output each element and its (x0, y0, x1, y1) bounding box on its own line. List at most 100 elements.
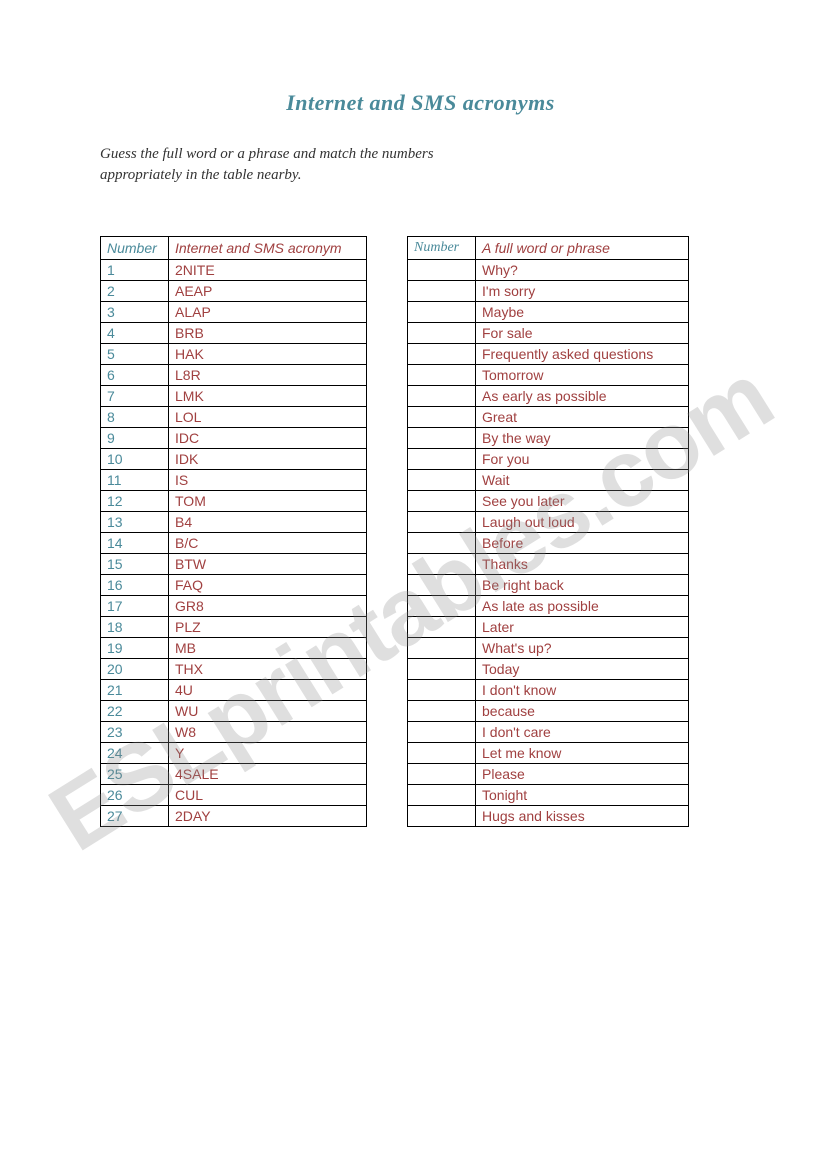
number-cell[interactable] (408, 764, 476, 785)
number-cell: 16 (101, 575, 169, 596)
table-row: I'm sorry (408, 281, 689, 302)
table-row: 8LOL (101, 407, 367, 428)
phrase-cell: Tonight (476, 785, 689, 806)
number-cell: 26 (101, 785, 169, 806)
number-cell[interactable] (408, 659, 476, 680)
table-row: 6L8R (101, 365, 367, 386)
phrase-cell: For you (476, 449, 689, 470)
table-row: What's up? (408, 638, 689, 659)
table-row: Be right back (408, 575, 689, 596)
phrase-cell: Laugh out loud (476, 512, 689, 533)
number-cell[interactable] (408, 680, 476, 701)
phrase-cell: I'm sorry (476, 281, 689, 302)
number-cell[interactable] (408, 638, 476, 659)
number-cell[interactable] (408, 386, 476, 407)
number-cell[interactable] (408, 743, 476, 764)
number-cell: 9 (101, 428, 169, 449)
phrase-cell: As late as possible (476, 596, 689, 617)
acronym-cell: LMK (169, 386, 367, 407)
number-cell: 5 (101, 344, 169, 365)
acronym-cell: TOM (169, 491, 367, 512)
number-cell[interactable] (408, 701, 476, 722)
table-row: 12NITE (101, 260, 367, 281)
acronym-cell: B4 (169, 512, 367, 533)
number-cell[interactable] (408, 302, 476, 323)
number-cell[interactable] (408, 596, 476, 617)
table-row: 26CUL (101, 785, 367, 806)
number-cell[interactable] (408, 722, 476, 743)
table-row: Please (408, 764, 689, 785)
number-cell[interactable] (408, 281, 476, 302)
table-row: Why? (408, 260, 689, 281)
phrase-cell: Please (476, 764, 689, 785)
acronym-cell: IS (169, 470, 367, 491)
table-row: 11IS (101, 470, 367, 491)
number-cell: 1 (101, 260, 169, 281)
number-cell[interactable] (408, 449, 476, 470)
number-cell[interactable] (408, 617, 476, 638)
number-cell[interactable] (408, 491, 476, 512)
table-row: Thanks (408, 554, 689, 575)
table-row: 4BRB (101, 323, 367, 344)
acronym-cell: ALAP (169, 302, 367, 323)
phrase-cell: See you later (476, 491, 689, 512)
acronym-cell: IDC (169, 428, 367, 449)
number-cell[interactable] (408, 260, 476, 281)
acronym-cell: IDK (169, 449, 367, 470)
phrase-cell: I don't know (476, 680, 689, 701)
acronym-cell: CUL (169, 785, 367, 806)
table-row: Maybe (408, 302, 689, 323)
number-cell[interactable] (408, 428, 476, 449)
table-row: Wait (408, 470, 689, 491)
table-row: Tomorrow (408, 365, 689, 386)
number-cell[interactable] (408, 575, 476, 596)
acronym-cell: 4SALE (169, 764, 367, 785)
header-acronym: Internet and SMS acronym (169, 237, 367, 260)
number-cell: 23 (101, 722, 169, 743)
table-row: Hugs and kisses (408, 806, 689, 827)
number-cell: 8 (101, 407, 169, 428)
phrase-cell: Be right back (476, 575, 689, 596)
phrase-cell: Great (476, 407, 689, 428)
number-cell[interactable] (408, 785, 476, 806)
table-row: 272DAY (101, 806, 367, 827)
number-cell[interactable] (408, 554, 476, 575)
table-row: Frequently asked questions (408, 344, 689, 365)
number-cell: 24 (101, 743, 169, 764)
table-row: Let me know (408, 743, 689, 764)
table-row: 18PLZ (101, 617, 367, 638)
table-row: Laugh out loud (408, 512, 689, 533)
acronym-cell: WU (169, 701, 367, 722)
number-cell[interactable] (408, 323, 476, 344)
table-header-row: Number A full word or phrase (408, 237, 689, 260)
table-row: 20THX (101, 659, 367, 680)
number-cell: 14 (101, 533, 169, 554)
table-row: because (408, 701, 689, 722)
table-row: 3ALAP (101, 302, 367, 323)
table-row: Today (408, 659, 689, 680)
number-cell[interactable] (408, 344, 476, 365)
acronym-table: Number Internet and SMS acronym 12NITE2A… (100, 236, 367, 827)
table-row: Great (408, 407, 689, 428)
table-row: 2AEAP (101, 281, 367, 302)
header-phrase: A full word or phrase (476, 237, 689, 260)
number-cell: 10 (101, 449, 169, 470)
phrase-cell: Maybe (476, 302, 689, 323)
instructions-text: Guess the full word or a phrase and matc… (100, 144, 480, 186)
table-row: As late as possible (408, 596, 689, 617)
table-row: 24Y (101, 743, 367, 764)
table-row: 14B/C (101, 533, 367, 554)
acronym-cell: AEAP (169, 281, 367, 302)
page-title: Internet and SMS acronyms (100, 90, 741, 116)
number-cell: 13 (101, 512, 169, 533)
acronym-cell: FAQ (169, 575, 367, 596)
acronym-cell: LOL (169, 407, 367, 428)
number-cell[interactable] (408, 533, 476, 554)
number-cell[interactable] (408, 407, 476, 428)
table-row: 19MB (101, 638, 367, 659)
phrase-cell: Later (476, 617, 689, 638)
number-cell[interactable] (408, 512, 476, 533)
number-cell[interactable] (408, 470, 476, 491)
number-cell[interactable] (408, 365, 476, 386)
number-cell[interactable] (408, 806, 476, 827)
